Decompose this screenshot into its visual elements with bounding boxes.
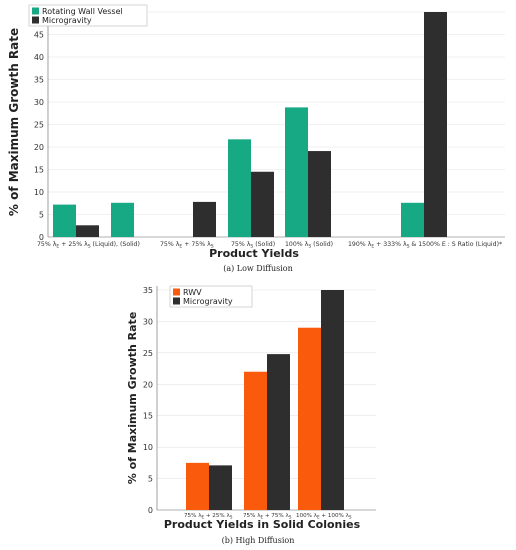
y-tick-label: 25 bbox=[34, 121, 44, 130]
x-tick-label: 75% λE + 25% λS (Liquid), (Solid) bbox=[37, 241, 140, 250]
bar-rwv bbox=[298, 327, 321, 510]
legend: RWV Microgravity bbox=[169, 285, 253, 308]
bar-rwv bbox=[285, 107, 308, 238]
bar-microgravity bbox=[267, 354, 290, 510]
x-tick-label: 75% λS (Solid) bbox=[231, 241, 275, 250]
x-tick-labels: 75% λE + 25% λS 75% λE + 75% λS 100% λE … bbox=[184, 513, 352, 520]
y-tick-label: 15 bbox=[34, 166, 44, 175]
bar-microgravity bbox=[209, 465, 232, 510]
legend-swatch-rwv bbox=[32, 7, 39, 15]
y-tick-label: 25 bbox=[143, 349, 153, 358]
bar-rwv bbox=[401, 202, 424, 237]
y-tick-label: 20 bbox=[143, 380, 153, 389]
y-axis-label: % of Maximum Growth Rate bbox=[7, 28, 21, 216]
y-tick-label: 0 bbox=[148, 506, 153, 515]
y-tick-label: 35 bbox=[143, 286, 153, 295]
legend-box bbox=[28, 4, 148, 27]
bar-rwv bbox=[228, 139, 251, 237]
caption: (a) Low Diffusion bbox=[223, 264, 293, 273]
bar-microgravity bbox=[308, 151, 331, 237]
y-tick-label: 15 bbox=[143, 412, 153, 421]
bar-rwv bbox=[111, 202, 134, 237]
bar-microgravity bbox=[424, 12, 447, 237]
bars bbox=[53, 12, 447, 238]
bar-rwv bbox=[53, 204, 76, 237]
legend: Rotating Wall Vessel Microgravity bbox=[28, 4, 148, 27]
legend-swatch-microgravity bbox=[32, 16, 39, 24]
x-tick-label: 100% λS (Solid) bbox=[285, 241, 333, 250]
y-tick-label: 0 bbox=[39, 233, 44, 242]
y-tick-labels: 0 5 10 15 20 25 30 35 bbox=[143, 286, 153, 515]
y-tick-label: 40 bbox=[34, 53, 44, 62]
bar-microgravity bbox=[76, 225, 99, 237]
caption: (b) High Diffusion bbox=[222, 536, 295, 545]
bar-rwv bbox=[186, 462, 209, 510]
legend-swatch-microgravity bbox=[173, 297, 180, 305]
chart-low-diffusion: 05101520253035404550 75% λE + 25% λS (Li… bbox=[7, 4, 505, 273]
chart-high-diffusion: 0 5 10 15 20 25 30 35 75% λE + 25% λS 75% λE + … bbox=[126, 285, 376, 545]
legend-label: RWV bbox=[183, 288, 202, 297]
y-tick-label: 30 bbox=[143, 317, 153, 326]
y-tick-label: 30 bbox=[34, 98, 44, 107]
y-tick-label: 5 bbox=[148, 475, 153, 484]
y-tick-label: 10 bbox=[34, 188, 44, 197]
x-tick-label: 190% λE + 333% λS & 1500% E : S Ratio (L… bbox=[348, 241, 502, 250]
y-tick-label: 35 bbox=[34, 76, 44, 85]
bar-microgravity bbox=[251, 171, 274, 237]
x-axis-label: Product Yields bbox=[209, 247, 299, 260]
x-tick-label: 100% λE + 100% λS bbox=[296, 513, 352, 520]
legend-swatch-rwv bbox=[173, 288, 180, 296]
legend-label: Microgravity bbox=[42, 16, 92, 25]
x-tick-label: 75% λE + 25% λS bbox=[184, 513, 233, 520]
x-tick-label: 75% λE + 75% λS bbox=[160, 241, 214, 250]
legend-box bbox=[169, 285, 253, 308]
legend-label: Microgravity bbox=[183, 297, 233, 306]
bar-microgravity bbox=[193, 201, 216, 237]
y-tick-labels: 05101520253035404550 bbox=[34, 8, 44, 242]
x-tick-labels: 75% λE + 25% λS (Liquid), (Solid) 75% λE… bbox=[37, 241, 502, 250]
y-tick-label: 10 bbox=[143, 443, 153, 452]
y-tick-label: 5 bbox=[39, 211, 44, 220]
legend-label: Rotating Wall Vessel bbox=[42, 7, 123, 16]
x-axis-label: Product Yields in Solid Colonies bbox=[164, 518, 361, 531]
y-axis-label: % of Maximum Growth Rate bbox=[126, 312, 139, 485]
bars bbox=[186, 290, 344, 510]
y-tick-label: 45 bbox=[34, 31, 44, 40]
x-tick-label: 75% λE + 75% λS bbox=[243, 513, 292, 520]
bar-rwv bbox=[244, 371, 267, 510]
y-tick-label: 20 bbox=[34, 143, 44, 152]
bar-microgravity bbox=[321, 290, 344, 510]
